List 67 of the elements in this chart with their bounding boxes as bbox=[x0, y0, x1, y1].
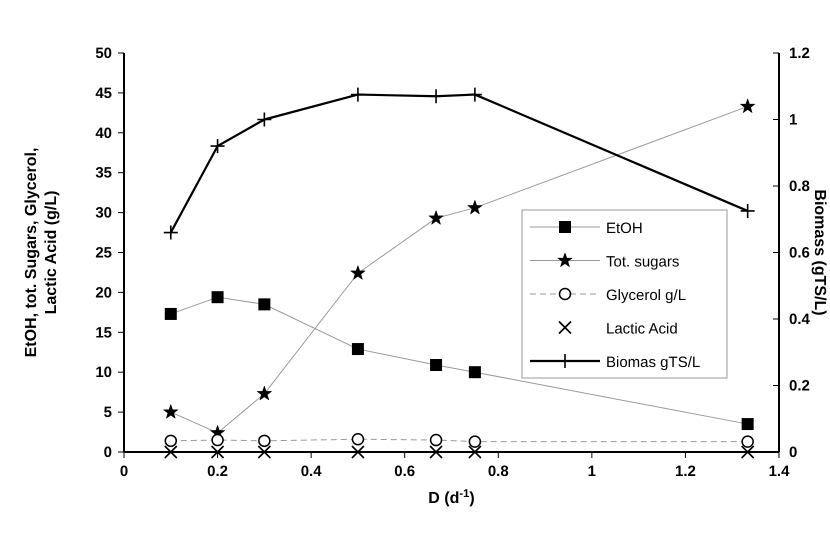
point bbox=[164, 434, 178, 448]
y-tick-label: 20 bbox=[95, 284, 112, 302]
point bbox=[467, 86, 483, 102]
x-tick-label: 0.2 bbox=[207, 463, 228, 480]
point bbox=[164, 445, 178, 459]
x-tick-label: 1 bbox=[588, 463, 596, 480]
x-tick-label: 0.6 bbox=[394, 463, 416, 480]
x-tick-label: 0 bbox=[120, 463, 128, 480]
point bbox=[468, 445, 482, 459]
point bbox=[350, 86, 366, 102]
point bbox=[468, 366, 481, 378]
y-tick-label: 25 bbox=[95, 244, 112, 262]
legend-label: Tot. sugars bbox=[606, 254, 680, 270]
y2-tick-label: 0.4 bbox=[789, 311, 811, 328]
point bbox=[163, 404, 178, 418]
point bbox=[211, 434, 224, 446]
point bbox=[352, 343, 364, 356]
point bbox=[258, 298, 270, 310]
point bbox=[258, 445, 272, 459]
y-tick-label: 15 bbox=[95, 324, 112, 342]
point bbox=[352, 432, 364, 446]
point bbox=[210, 445, 224, 459]
y2-tick-label: 1 bbox=[789, 112, 798, 128]
y-tick-label: 5 bbox=[104, 404, 112, 422]
x-tick-label: 0.8 bbox=[488, 463, 509, 480]
y2-axis-title: Biomass (gTS/L) bbox=[811, 189, 828, 316]
x-tick-label: 1.2 bbox=[675, 463, 696, 480]
point bbox=[430, 434, 442, 446]
y-tick-label: 10 bbox=[95, 364, 112, 382]
x-axis-title: D (d$^{-1}$) bbox=[428, 488, 475, 507]
point bbox=[162, 224, 179, 240]
legend-label: Glycerol g/L bbox=[606, 287, 686, 304]
point bbox=[428, 210, 444, 225]
point bbox=[430, 359, 442, 372]
y-axis-title: EtOH, tot. Sugars, Glycerol, Lactic Acid (g/L) bbox=[23, 148, 60, 358]
point bbox=[740, 445, 754, 459]
legend-label: Biomas gTS/L bbox=[606, 354, 700, 371]
y2-tick-label: 0.6 bbox=[789, 244, 810, 262]
point bbox=[741, 435, 754, 448]
y2-tick-label: 0.2 bbox=[789, 378, 810, 394]
point bbox=[164, 308, 177, 320]
point bbox=[742, 418, 754, 430]
point bbox=[429, 445, 443, 459]
y-tick-label: 40 bbox=[95, 124, 112, 142]
y-tick-label: 0 bbox=[104, 444, 112, 461]
y-tick-label: 30 bbox=[95, 204, 112, 222]
point bbox=[256, 386, 272, 400]
x-tick-label: 0.4 bbox=[300, 463, 322, 480]
point bbox=[468, 435, 482, 448]
point bbox=[258, 434, 271, 448]
y2-tick-label: 1.2 bbox=[789, 45, 810, 62]
point bbox=[256, 112, 272, 128]
y-tick-label: 50 bbox=[95, 45, 112, 62]
x-tick-label: 1.4 bbox=[768, 463, 790, 480]
point bbox=[350, 265, 366, 280]
point bbox=[212, 291, 224, 304]
legend-label: Lactic Acid bbox=[606, 320, 678, 338]
y-tick-label: 35 bbox=[95, 164, 112, 182]
y-tick-label: 45 bbox=[95, 84, 112, 102]
y2-tick-label: 0.8 bbox=[789, 178, 810, 195]
point bbox=[351, 445, 365, 459]
legend-label: EtOH bbox=[606, 220, 643, 237]
y2-tick-label: 0 bbox=[789, 444, 798, 461]
point bbox=[740, 203, 756, 219]
point bbox=[210, 138, 226, 154]
point bbox=[740, 98, 756, 113]
point bbox=[467, 200, 482, 214]
